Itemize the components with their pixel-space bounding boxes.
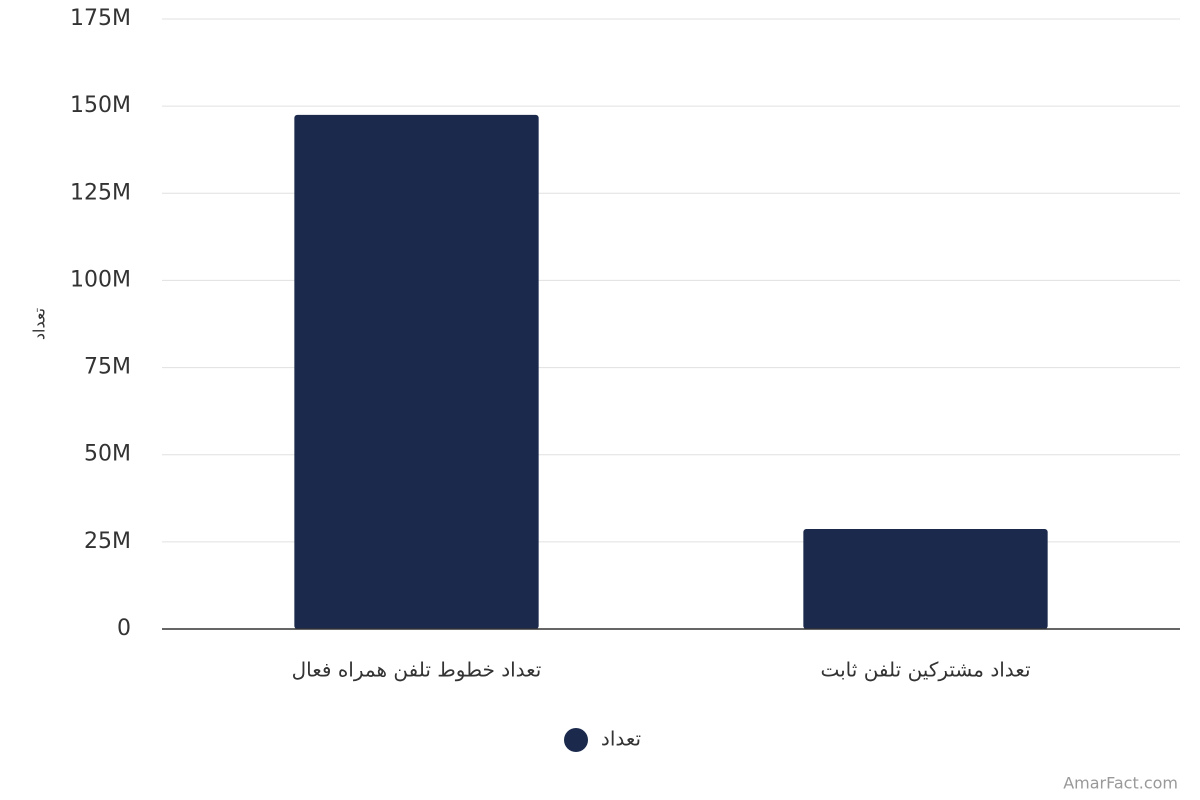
bar <box>294 114 539 630</box>
bar <box>803 528 1048 629</box>
legend-label: تعداد <box>601 727 641 751</box>
y-tick-label: 0 <box>117 616 131 641</box>
x-tick-label: تعداد مشترکین تلفن ثابت <box>820 658 1030 682</box>
y-tick-label: 25M <box>84 529 131 554</box>
y-axis-label: تعداد <box>30 308 49 340</box>
watermark: AmarFact.com <box>1063 774 1178 793</box>
y-tick-label: 50M <box>84 442 131 467</box>
y-tick-label: 175M <box>70 6 131 31</box>
y-tick-label: 75M <box>84 355 131 380</box>
x-tick-label: تعداد خطوط تلفن همراه فعال <box>292 658 542 682</box>
y-tick-label: 150M <box>70 93 131 118</box>
y-tick-label: 100M <box>70 267 131 292</box>
y-tick-label: 125M <box>70 180 131 205</box>
legend-marker <box>564 728 588 752</box>
